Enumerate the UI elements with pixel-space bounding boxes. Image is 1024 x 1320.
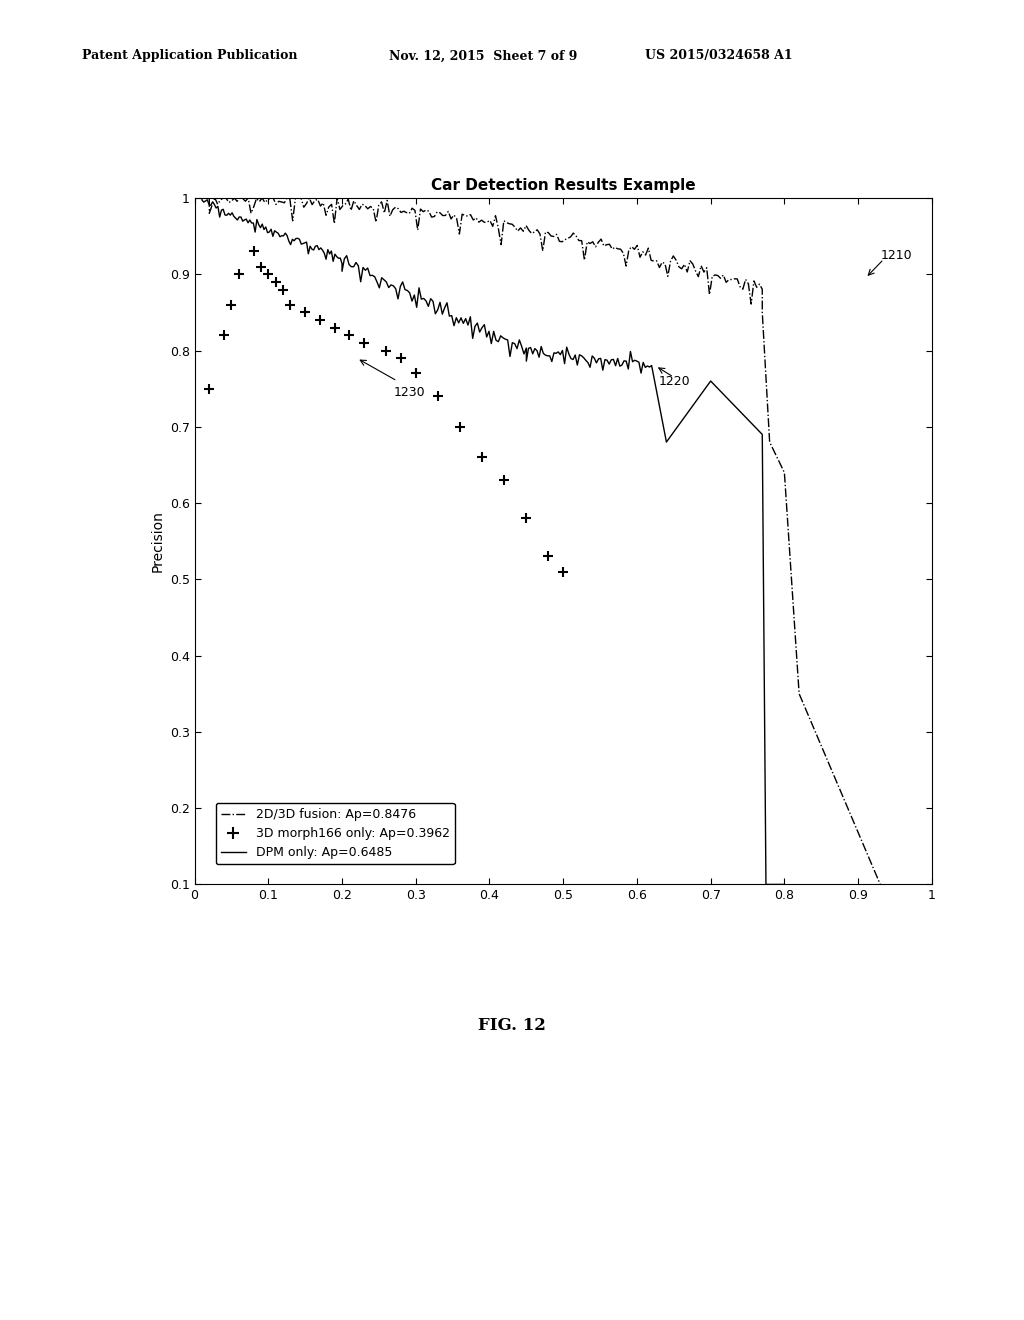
- Title: Car Detection Results Example: Car Detection Results Example: [431, 178, 695, 193]
- Legend: 2D/3D fusion: Ap=0.8476, 3D morph166 only: Ap=0.3962, DPM only: Ap=0.6485: 2D/3D fusion: Ap=0.8476, 3D morph166 onl…: [216, 803, 455, 865]
- Text: 1230: 1230: [393, 385, 425, 399]
- Text: Nov. 12, 2015  Sheet 7 of 9: Nov. 12, 2015 Sheet 7 of 9: [389, 49, 578, 62]
- Y-axis label: Precision: Precision: [151, 511, 164, 572]
- Text: FIG. 12: FIG. 12: [478, 1016, 546, 1034]
- Text: US 2015/0324658 A1: US 2015/0324658 A1: [645, 49, 793, 62]
- Text: 1210: 1210: [881, 248, 911, 261]
- Text: Patent Application Publication: Patent Application Publication: [82, 49, 297, 62]
- Text: 1220: 1220: [659, 375, 690, 388]
